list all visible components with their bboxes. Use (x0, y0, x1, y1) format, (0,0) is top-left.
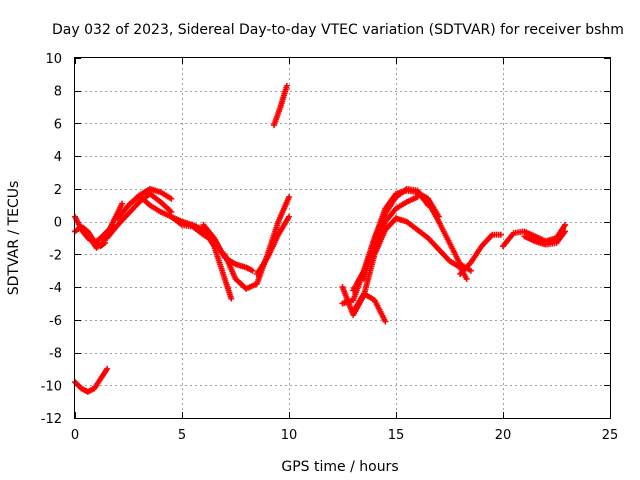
data-point (382, 318, 389, 325)
data-point (497, 231, 504, 238)
x-tick-label: 0 (71, 428, 79, 443)
data-point (463, 275, 470, 282)
tick-labels: 0 5 10 15 20 25 -12 -10 -8 -6 -4 -2 0 2 4 6 8 10 (41, 52, 619, 443)
x-tick-label: 5 (178, 428, 186, 443)
series-arc-11 (253, 213, 292, 277)
series-arc-12 (271, 82, 290, 129)
data-point (249, 267, 256, 274)
y-tick-label: -10 (41, 379, 62, 394)
data-point (168, 195, 175, 202)
y-tick-label: 6 (54, 117, 62, 132)
series-arc-18 (393, 215, 470, 282)
series-arc-10 (221, 194, 292, 292)
y-tick-label: 10 (45, 52, 62, 67)
x-tick-label: 25 (602, 428, 619, 443)
series-arc-20 (457, 231, 504, 277)
y-tick-label: -12 (41, 412, 62, 427)
data-point (562, 228, 569, 235)
x-tick-label: 15 (388, 428, 405, 443)
chart-title: Day 032 of 2023, Sidereal Day-to-day VTE… (52, 22, 624, 38)
data-point (104, 365, 111, 372)
series-arc-9 (200, 221, 256, 274)
x-axis-title: GPS time / hours (281, 459, 398, 475)
data-point (467, 267, 474, 274)
series-arc-16 (360, 194, 421, 282)
series-arc-17 (350, 290, 389, 325)
plot-frame (74, 57, 611, 419)
series-arc-8 (168, 213, 235, 302)
y-tick-label: 0 (54, 216, 62, 231)
grid (75, 58, 610, 418)
series-arc-1 (72, 365, 111, 395)
y-tick-label: 4 (54, 150, 62, 165)
data-point (119, 200, 126, 207)
series-arc-21 (500, 221, 569, 250)
y-tick-label: 8 (54, 85, 62, 100)
y-tick-label: -2 (49, 248, 62, 263)
y-tick-label: -6 (49, 314, 62, 329)
y-axis-title: SDTVAR / TECUs (6, 181, 22, 296)
data-points (72, 82, 569, 395)
y-tick-label: -4 (49, 281, 62, 296)
series-arc-4 (80, 200, 126, 251)
y-tick-label: 2 (54, 183, 62, 198)
series-arc-5 (104, 190, 175, 241)
series-arc-22 (521, 228, 569, 248)
data-point (283, 82, 290, 89)
data-point (286, 194, 292, 201)
x-tick-label: 10 (281, 428, 298, 443)
data-point (228, 295, 235, 302)
x-tick-label: 20 (495, 428, 512, 443)
data-point (562, 221, 569, 228)
y-tick-label: -8 (49, 347, 62, 362)
data-point (286, 213, 292, 220)
